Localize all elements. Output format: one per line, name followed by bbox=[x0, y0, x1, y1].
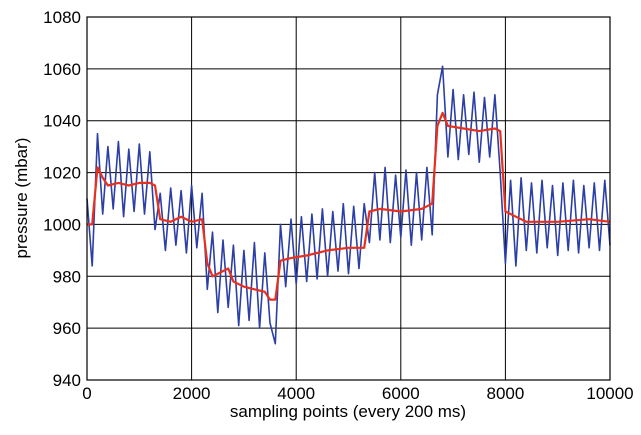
y-tick-label: 1000 bbox=[43, 215, 81, 234]
x-tick-label: 6000 bbox=[382, 384, 420, 403]
x-tick-label: 8000 bbox=[486, 384, 524, 403]
y-tick-label: 960 bbox=[53, 319, 81, 338]
y-tick-label: 980 bbox=[53, 267, 81, 286]
series-line bbox=[86, 65, 611, 345]
y-axis-label: pressure (mbar) bbox=[12, 138, 31, 259]
y-tick-label: 1040 bbox=[43, 112, 81, 131]
x-tick-label: 10000 bbox=[586, 384, 633, 403]
x-tick-label: 0 bbox=[82, 384, 91, 403]
y-tick-label: 1080 bbox=[43, 8, 81, 27]
plot-frame bbox=[86, 16, 611, 381]
series-line bbox=[87, 111, 611, 301]
x-tick-label: 2000 bbox=[173, 384, 211, 403]
y-tick-label: 940 bbox=[53, 371, 81, 390]
x-axis-label: sampling points (every 200 ms) bbox=[230, 402, 466, 421]
y-tick-label: 1020 bbox=[43, 164, 81, 183]
y-tick-label: 1060 bbox=[43, 60, 81, 79]
x-tick-label: 4000 bbox=[277, 384, 315, 403]
